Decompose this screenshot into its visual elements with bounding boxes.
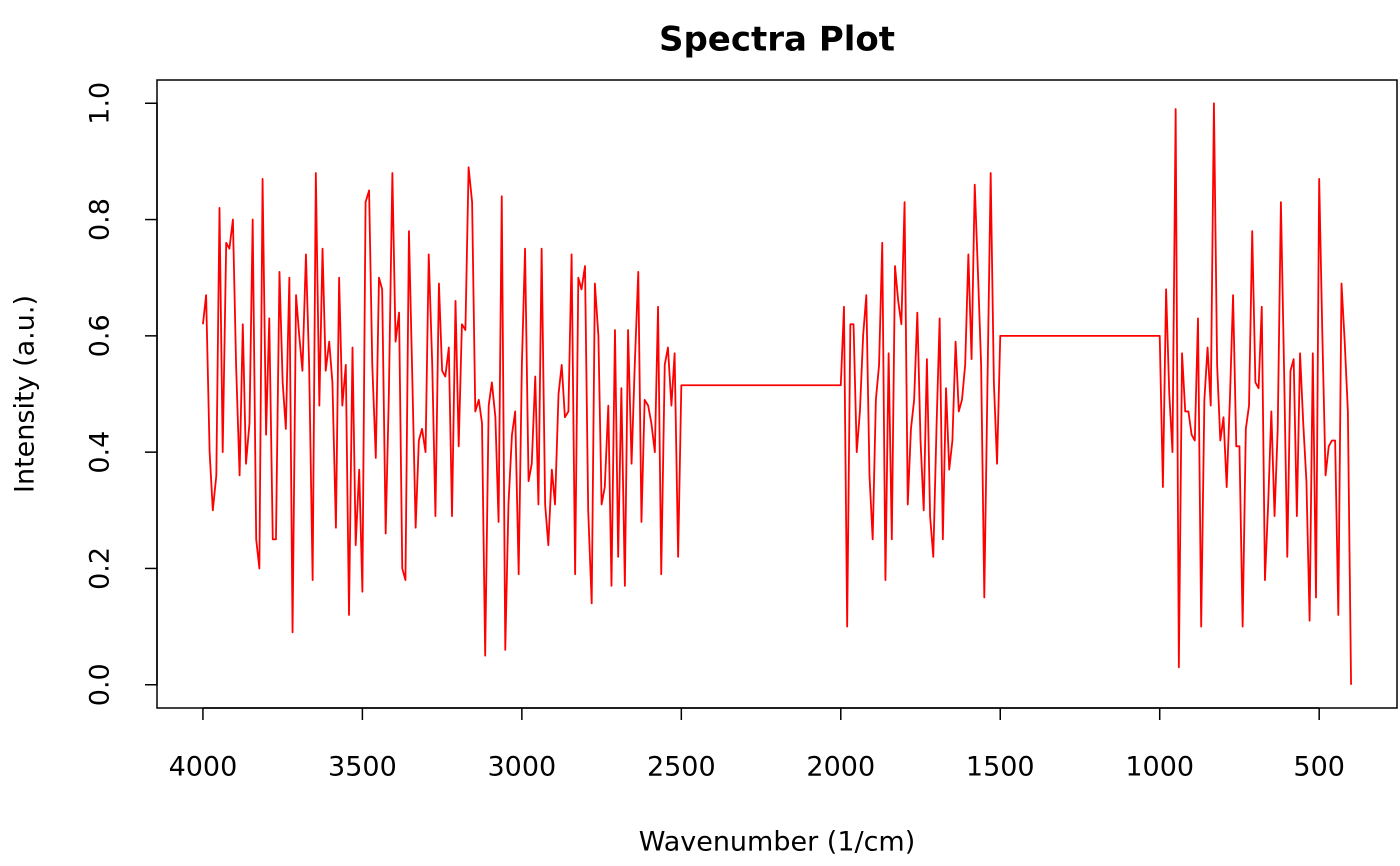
y-tick-label: 0.0 [85, 663, 116, 706]
x-tick-label: 2000 [806, 752, 875, 783]
y-tick-label: 1.0 [85, 82, 116, 125]
y-tick-label: 0.4 [85, 431, 116, 474]
x-tick-label: 1000 [1125, 752, 1194, 783]
x-tick-label: 1500 [966, 752, 1035, 783]
y-tick-label: 0.6 [85, 314, 116, 357]
x-tick-label: 2500 [647, 752, 716, 783]
y-tick-label: 0.2 [85, 547, 116, 590]
spectrum-line [202, 102, 1352, 685]
chart-title: Spectra Plot [659, 20, 895, 60]
x-axis-title: Wavenumber (1/cm) [639, 827, 916, 858]
x-tick-label: 500 [1293, 752, 1345, 783]
x-tick-label: 3500 [328, 752, 397, 783]
y-axis-title: Intensity (a.u.) [10, 295, 41, 493]
y-tick-label: 0.8 [85, 198, 116, 241]
x-tick-label: 4000 [169, 752, 238, 783]
x-tick-label: 3000 [487, 752, 556, 783]
